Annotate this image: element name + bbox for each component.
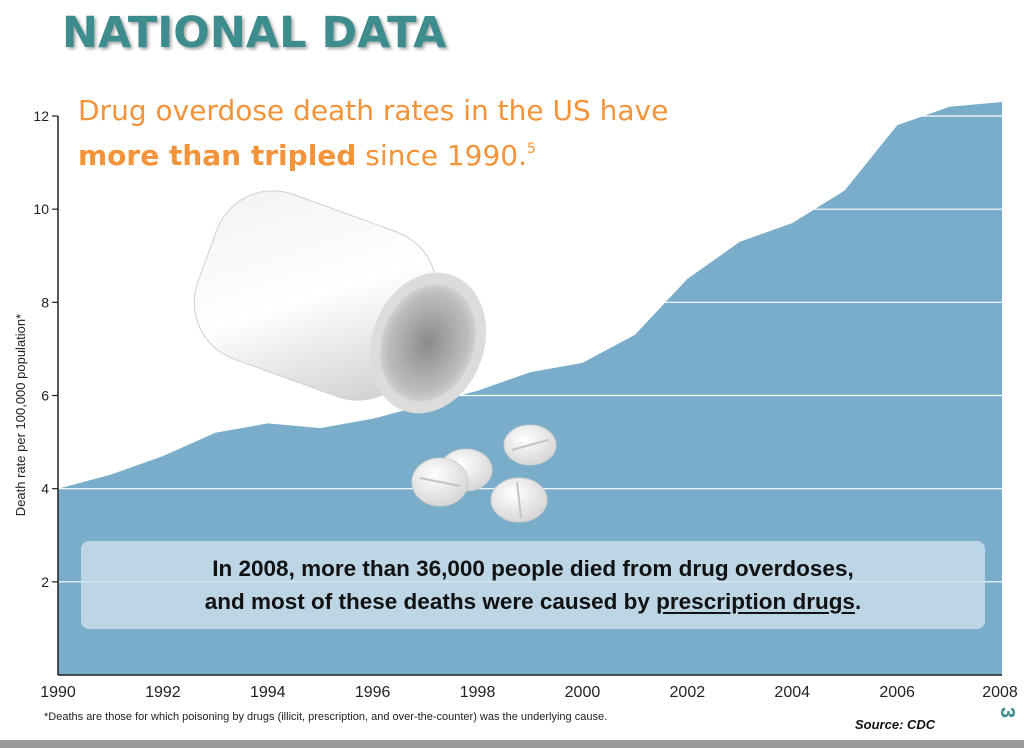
y-axis-title: Death rate per 100,000 population*: [13, 314, 28, 516]
callout-line-2: and most of these deaths were caused by …: [81, 585, 985, 618]
footnote: *Deaths are those for which poisoning by…: [44, 711, 608, 723]
x-tick-label-2004: 2004: [774, 684, 810, 701]
page-number: 3: [996, 706, 1019, 719]
tick-layer: 2 4 6 8 10 12 1990 1992 1994 1996 1998 2000 2002 2004…: [33, 108, 1017, 701]
bottom-bar: [0, 740, 1024, 748]
y-tick-label-8: 8: [41, 294, 49, 310]
prescription-drugs-emphasis: prescription drugs: [656, 589, 855, 614]
x-tick-label-1996: 1996: [355, 684, 391, 701]
x-tick-label-1998: 1998: [460, 684, 496, 701]
x-tick-label-1992: 1992: [145, 684, 181, 701]
x-tick-label-1990: 1990: [40, 684, 76, 701]
source-credit: Source: CDC: [855, 717, 936, 732]
x-tick-label-2000: 2000: [565, 684, 601, 701]
x-tick-label-2006: 2006: [879, 684, 915, 701]
overdose-rate-area: [58, 102, 1002, 675]
callout-line-2-prefix: and most of these deaths were caused by: [204, 589, 657, 614]
x-tick-label-2008: 2008: [982, 684, 1018, 701]
pill-bottle-icon: [193, 190, 487, 414]
x-tick-label-1994: 1994: [250, 684, 286, 701]
headline-rest: since 1990.: [356, 139, 528, 172]
headline-footnote-ref: 5: [527, 141, 536, 157]
y-tick-label-2: 2: [41, 574, 49, 590]
callout-line-2-suffix: .: [854, 589, 862, 614]
y-tick-label-12: 12: [33, 108, 49, 124]
headline-emphasis: more than tripled: [78, 139, 357, 172]
y-tick-label-10: 10: [33, 201, 49, 217]
pill-tablets-icon: [411, 424, 557, 523]
callout-line-1: In 2008, more than 36,000 people died fr…: [212, 556, 854, 581]
headline-line-2: more than tripled since 1990.5: [78, 130, 668, 175]
y-tick-label-4: 4: [41, 481, 49, 497]
x-tick-label-2002: 2002: [670, 684, 706, 701]
callout-box: In 2008, more than 36,000 people died fr…: [81, 541, 985, 629]
y-tick-label-6: 6: [41, 388, 49, 404]
headline-line-1: Drug overdose death rates in the US have: [78, 94, 669, 127]
page-title: NATIONAL DATA: [62, 8, 447, 58]
headline: Drug overdose death rates in the US have…: [78, 92, 668, 175]
area-layer: [58, 102, 1002, 675]
